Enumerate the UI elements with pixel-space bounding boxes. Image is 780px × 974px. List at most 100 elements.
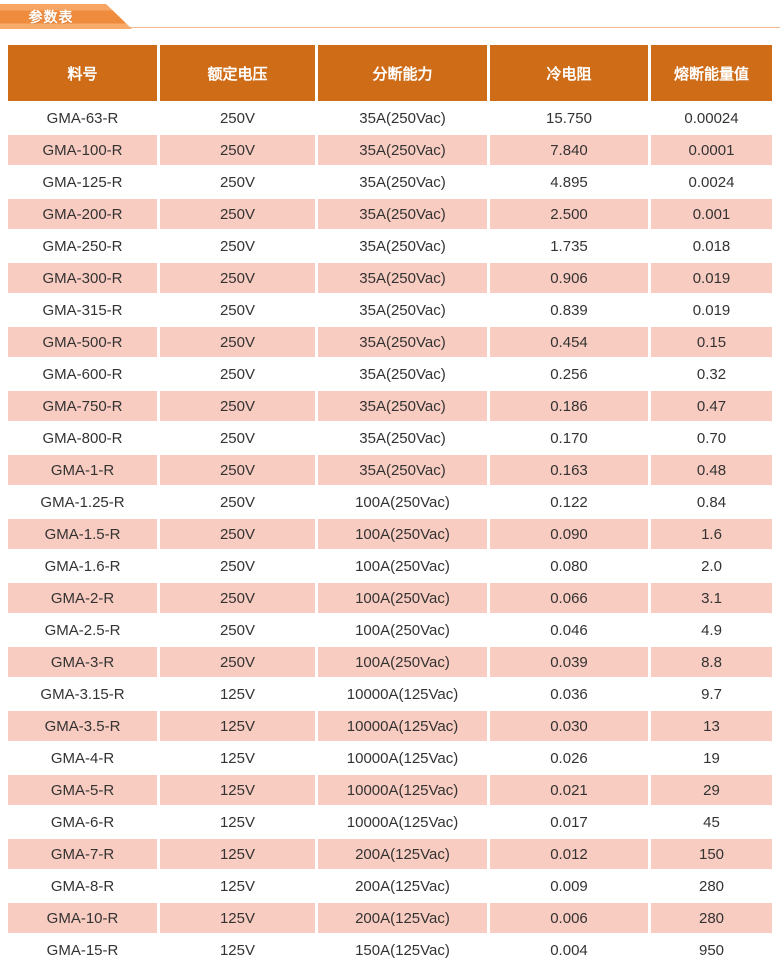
cell-cold-resistance: 0.186 [490,391,648,421]
cell-part-number: GMA-2.5-R [8,615,157,645]
cell-breaking-capacity: 10000A(125Vac) [318,743,487,773]
cell-breaking-capacity: 100A(250Vac) [318,519,487,549]
cell-breaking-capacity: 35A(250Vac) [318,295,487,325]
table-row: GMA-2-R 250V 100A(250Vac) 0.066 3.1 [8,583,772,613]
table-row: GMA-500-R 250V 35A(250Vac) 0.454 0.15 [8,327,772,357]
cell-part-number: GMA-125-R [8,167,157,197]
cell-rated-voltage: 125V [160,839,315,869]
table-row: GMA-5-R 125V 10000A(125Vac) 0.021 29 [8,775,772,805]
cell-cold-resistance: 0.017 [490,807,648,837]
cell-part-number: GMA-6-R [8,807,157,837]
cell-part-number: GMA-100-R [8,135,157,165]
cell-rated-voltage: 250V [160,615,315,645]
cell-breaking-capacity: 10000A(125Vac) [318,679,487,709]
cell-breaking-capacity: 35A(250Vac) [318,103,487,133]
cell-rated-voltage: 250V [160,295,315,325]
cell-part-number: GMA-250-R [8,231,157,261]
cell-part-number: GMA-3.15-R [8,679,157,709]
column-header-breaking-capacity: 分断能力 [318,45,487,101]
cell-cold-resistance: 7.840 [490,135,648,165]
column-header-fusing-energy: 熔断能量值 [651,45,772,101]
table-row: GMA-15-R 125V 150A(125Vac) 0.004 950 [8,935,772,965]
section-header-strip: 参数表 [0,0,780,29]
cell-fusing-energy: 45 [651,807,772,837]
cell-rated-voltage: 250V [160,103,315,133]
parameters-table: 料号 额定电压 分断能力 冷电阻 熔断能量值 GMA-63-R 250V 35A… [5,43,775,967]
cell-fusing-energy: 29 [651,775,772,805]
table-row: GMA-1.25-R 250V 100A(250Vac) 0.122 0.84 [8,487,772,517]
cell-breaking-capacity: 10000A(125Vac) [318,711,487,741]
cell-fusing-energy: 19 [651,743,772,773]
cell-cold-resistance: 0.006 [490,903,648,933]
cell-fusing-energy: 0.019 [651,295,772,325]
table-row: GMA-63-R 250V 35A(250Vac) 15.750 0.00024 [8,103,772,133]
cell-rated-voltage: 250V [160,519,315,549]
cell-fusing-energy: 0.019 [651,263,772,293]
cell-breaking-capacity: 100A(250Vac) [318,551,487,581]
cell-fusing-energy: 13 [651,711,772,741]
cell-rated-voltage: 250V [160,423,315,453]
cell-part-number: GMA-500-R [8,327,157,357]
cell-fusing-energy: 0.0024 [651,167,772,197]
table-row: GMA-300-R 250V 35A(250Vac) 0.906 0.019 [8,263,772,293]
table-row: GMA-8-R 125V 200A(125Vac) 0.009 280 [8,871,772,901]
cell-cold-resistance: 0.163 [490,455,648,485]
table-header: 料号 额定电压 分断能力 冷电阻 熔断能量值 [8,45,772,101]
cell-rated-voltage: 125V [160,775,315,805]
cell-part-number: GMA-10-R [8,903,157,933]
cell-rated-voltage: 250V [160,647,315,677]
cell-fusing-energy: 0.018 [651,231,772,261]
cell-breaking-capacity: 35A(250Vac) [318,231,487,261]
cell-cold-resistance: 0.021 [490,775,648,805]
cell-breaking-capacity: 35A(250Vac) [318,199,487,229]
table-row: GMA-3.15-R 125V 10000A(125Vac) 0.036 9.7 [8,679,772,709]
cell-cold-resistance: 0.004 [490,935,648,965]
table-row: GMA-200-R 250V 35A(250Vac) 2.500 0.001 [8,199,772,229]
cell-breaking-capacity: 35A(250Vac) [318,135,487,165]
section-tab-label: 参数表 [28,8,74,25]
table-row: GMA-125-R 250V 35A(250Vac) 4.895 0.0024 [8,167,772,197]
cell-fusing-energy: 0.0001 [651,135,772,165]
cell-cold-resistance: 0.090 [490,519,648,549]
cell-fusing-energy: 0.32 [651,359,772,389]
cell-fusing-energy: 0.001 [651,199,772,229]
cell-fusing-energy: 0.00024 [651,103,772,133]
cell-fusing-energy: 0.15 [651,327,772,357]
cell-breaking-capacity: 35A(250Vac) [318,359,487,389]
cell-rated-voltage: 250V [160,327,315,357]
cell-cold-resistance: 1.735 [490,231,648,261]
cell-cold-resistance: 0.122 [490,487,648,517]
table-row: GMA-7-R 125V 200A(125Vac) 0.012 150 [8,839,772,869]
cell-cold-resistance: 0.454 [490,327,648,357]
cell-breaking-capacity: 150A(125Vac) [318,935,487,965]
cell-part-number: GMA-5-R [8,775,157,805]
cell-cold-resistance: 0.170 [490,423,648,453]
table-row: GMA-800-R 250V 35A(250Vac) 0.170 0.70 [8,423,772,453]
table-row: GMA-750-R 250V 35A(250Vac) 0.186 0.47 [8,391,772,421]
cell-fusing-energy: 0.70 [651,423,772,453]
table-row: GMA-6-R 125V 10000A(125Vac) 0.017 45 [8,807,772,837]
cell-cold-resistance: 0.009 [490,871,648,901]
cell-breaking-capacity: 35A(250Vac) [318,167,487,197]
cell-breaking-capacity: 100A(250Vac) [318,647,487,677]
cell-part-number: GMA-1.6-R [8,551,157,581]
cell-part-number: GMA-3-R [8,647,157,677]
cell-rated-voltage: 125V [160,903,315,933]
table-row: GMA-3.5-R 125V 10000A(125Vac) 0.030 13 [8,711,772,741]
cell-breaking-capacity: 35A(250Vac) [318,455,487,485]
cell-breaking-capacity: 100A(250Vac) [318,583,487,613]
table-row: GMA-10-R 125V 200A(125Vac) 0.006 280 [8,903,772,933]
cell-part-number: GMA-3.5-R [8,711,157,741]
table-body: GMA-63-R 250V 35A(250Vac) 15.750 0.00024… [8,103,772,965]
cell-cold-resistance: 0.066 [490,583,648,613]
cell-cold-resistance: 0.080 [490,551,648,581]
cell-cold-resistance: 0.036 [490,679,648,709]
cell-part-number: GMA-800-R [8,423,157,453]
cell-breaking-capacity: 35A(250Vac) [318,327,487,357]
table-row: GMA-2.5-R 250V 100A(250Vac) 0.046 4.9 [8,615,772,645]
cell-rated-voltage: 125V [160,711,315,741]
cell-cold-resistance: 2.500 [490,199,648,229]
cell-cold-resistance: 0.012 [490,839,648,869]
cell-fusing-energy: 8.8 [651,647,772,677]
cell-fusing-energy: 4.9 [651,615,772,645]
